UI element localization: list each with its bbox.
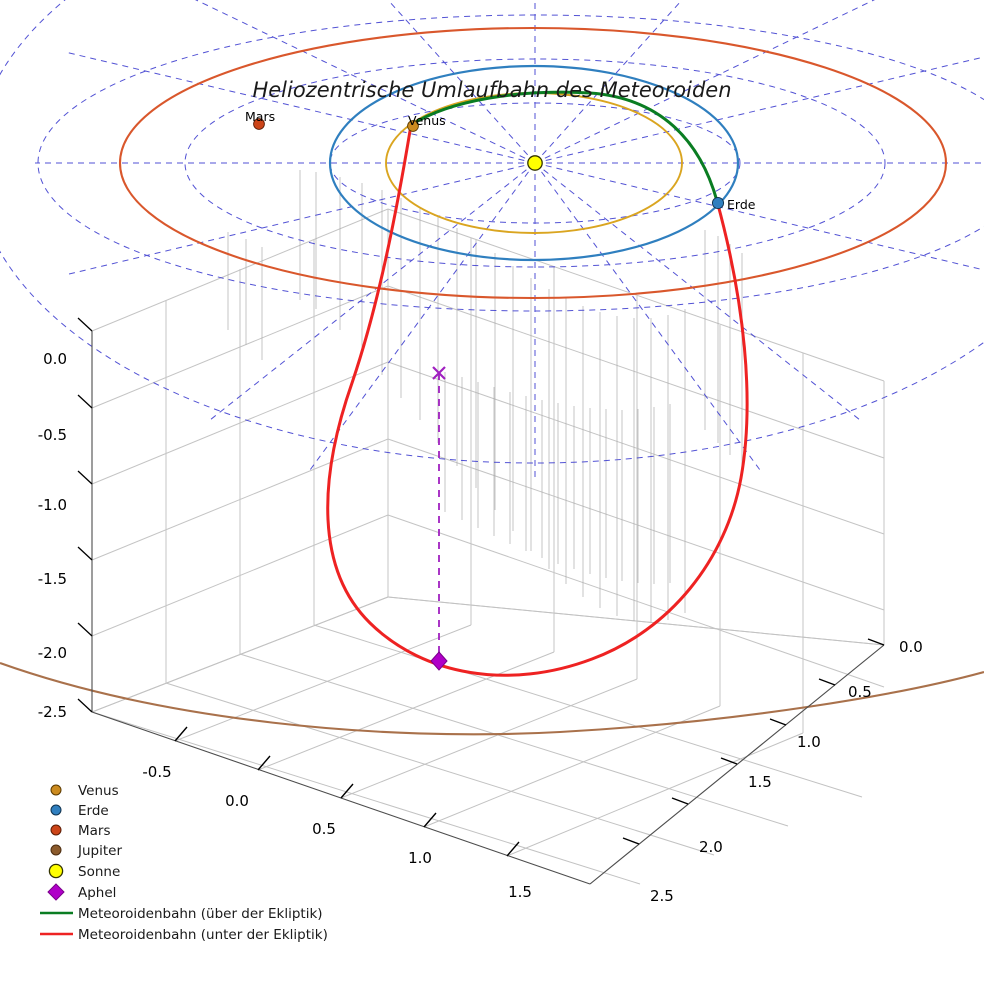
x-axis-ticks: [174, 726, 520, 857]
orbit-mars: [118, 26, 948, 300]
legend-label-venus: Venus: [78, 783, 119, 799]
legend-label-orbit-below: Meteoroidenbahn (unter der Ekliptik): [78, 927, 328, 943]
x-tick-label: 0.5: [312, 820, 336, 838]
z-tick-label: -2.5: [38, 703, 67, 721]
x-tick-label: -0.5: [142, 763, 171, 781]
projection-stems: [227, 170, 743, 622]
y-tick-label: 2.5: [650, 887, 674, 905]
legend-label-aphel: Aphel: [78, 885, 116, 901]
meteoroid-orbit-above: [409, 90, 719, 203]
meteoroid-orbit-below: [326, 123, 749, 677]
aphelion-diamond-marker: [430, 651, 448, 671]
ecliptic-polar-grid: [0, 0, 984, 480]
body-text-labels: Mars Venus Erde: [245, 109, 756, 212]
y-tick-label: 0.0: [899, 638, 923, 656]
x-tick-label: 0.0: [225, 792, 249, 810]
label-venus: Venus: [408, 113, 446, 128]
page-title: Heliozentrische Umlaufbahn des Meteoroid…: [252, 78, 731, 102]
y-axis-ticks: [622, 638, 885, 845]
z-tick-label: -1.0: [38, 496, 67, 514]
x-tick-label: 1.0: [408, 849, 432, 867]
y-tick-label: 1.5: [748, 773, 772, 791]
marker-sonne: [527, 155, 543, 171]
z-axis-ticks: [77, 317, 93, 713]
z-tick-label: -2.0: [38, 644, 67, 662]
orbit-erde: [328, 64, 740, 262]
legend-marker-jupiter: [50, 844, 62, 856]
legend-label-sonne: Sonne: [78, 864, 120, 880]
z-tick-label: 0.0: [43, 350, 67, 368]
legend-marker-sonne: [48, 863, 64, 879]
planet-orbits: [0, 26, 984, 736]
axes3d-panes: [91, 208, 885, 885]
z-tick-label: -0.5: [38, 426, 67, 444]
z-tick-label: -1.5: [38, 570, 67, 588]
y-tick-label: 1.0: [797, 733, 821, 751]
legend-label-jupiter: Jupiter: [77, 843, 122, 859]
z-axis-tick-labels: 0.0 -0.5 -1.0 -1.5 -2.0 -2.5: [38, 350, 67, 721]
marker-venus: [407, 120, 419, 132]
legend-label-erde: Erde: [78, 803, 109, 819]
label-erde: Erde: [727, 197, 756, 212]
legend-marker-erde: [50, 804, 62, 816]
y-tick-label: 0.5: [848, 683, 872, 701]
aphelion-connector: [430, 366, 448, 671]
legend-marker-venus: [50, 784, 62, 796]
x-axis-tick-labels: -0.5 0.0 0.5 1.0 1.5: [142, 763, 532, 901]
marker-mars: [253, 118, 265, 130]
aphelion-projection-x-icon: [432, 366, 446, 380]
legend: Venus Erde Mars Jupiter Sonne Aphel Mete…: [40, 783, 328, 943]
orbit-jupiter: [0, 662, 984, 736]
x-tick-label: 1.5: [508, 883, 532, 901]
body-markers: [253, 118, 725, 210]
legend-label-orbit-above: Meteoroidenbahn (über der Ekliptik): [78, 906, 323, 922]
label-mars: Mars: [245, 109, 275, 124]
legend-marker-mars: [50, 824, 62, 836]
pane-floor-grid: [91, 596, 885, 885]
marker-erde: [711, 196, 725, 210]
legend-label-mars: Mars: [78, 823, 111, 839]
y-tick-label: 2.0: [699, 838, 723, 856]
legend-marker-aphel: [47, 883, 65, 901]
y-axis-spine: [589, 644, 885, 885]
y-axis-tick-labels: 0.0 0.5 1.0 1.5 2.0 2.5: [650, 638, 923, 905]
pane-left-grid: [91, 208, 389, 713]
